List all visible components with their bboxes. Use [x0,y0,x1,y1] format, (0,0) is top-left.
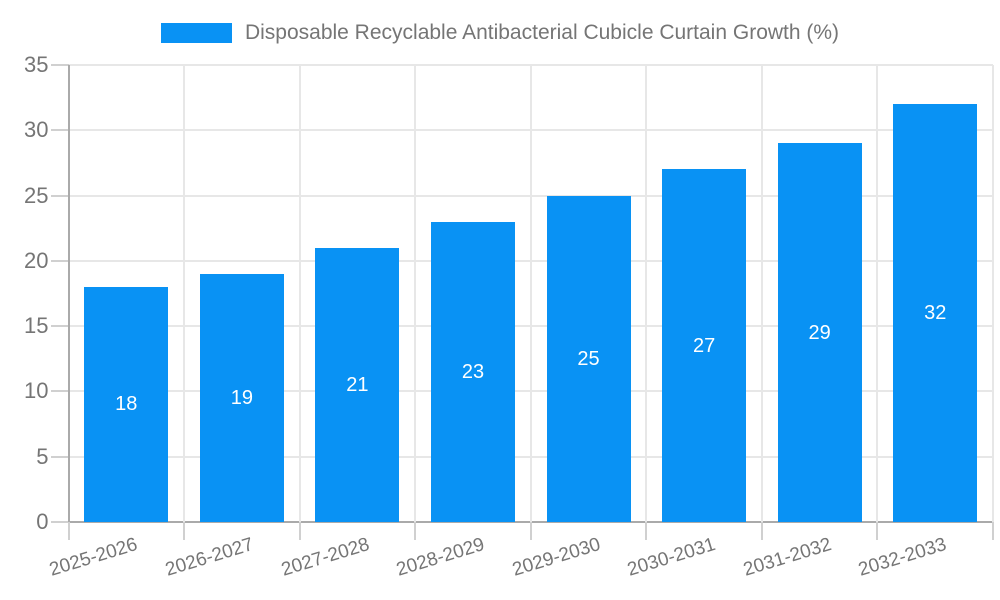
bar-value-label: 29 [808,321,831,344]
bar-value-label: 23 [461,360,485,383]
bar-value-label: 18 [115,393,138,416]
y-axis-line [67,65,70,522]
x-axis-tick-mark [298,522,301,540]
y-axis-tick-mark [50,455,69,458]
y-axis-tick-label: 25 [24,182,49,208]
x-axis-tick-label: 2030-2031 [625,534,719,581]
y-axis-tick-label: 15 [24,313,49,339]
bar-value-label: 19 [230,386,253,409]
bar[interactable] [546,195,631,522]
bar[interactable] [315,247,400,522]
x-axis-tick-label: 2031-2032 [740,534,834,581]
vertical-gridline [529,65,532,522]
y-axis-tick-label: 20 [24,247,49,273]
bar[interactable] [777,143,862,522]
bar[interactable] [199,273,284,522]
legend-series-label: Disposable Recyclable Antibacterial Cubi… [244,21,840,44]
x-axis-tick-mark [645,522,648,540]
x-axis-tick-label: 2025-2026 [47,534,141,581]
x-axis-tick-label: 2029-2030 [509,534,603,581]
x-axis-tick-mark [67,522,70,540]
bar-value-label: 25 [577,347,600,370]
chart-legend-item[interactable]: Disposable Recyclable Antibacterial Cubi… [0,14,1000,52]
x-axis-tick-mark [414,522,417,540]
vertical-gridline [183,65,186,522]
y-axis-tick-label: 5 [36,443,49,469]
vertical-gridline [298,65,301,522]
x-axis-tick-mark [760,522,763,540]
x-axis-tick-mark [529,522,532,540]
vertical-gridline [992,65,994,522]
legend-color-swatch [160,23,232,43]
y-axis-tick-mark [50,64,69,66]
bar[interactable] [430,221,515,522]
x-axis-tick-label: 2032-2033 [856,534,950,581]
y-axis-tick-label: 30 [24,117,49,143]
y-axis-tick-mark [50,390,69,393]
y-axis-tick-mark [50,325,69,328]
y-axis-tick-mark [50,129,69,132]
y-axis-tick-label: 0 [36,509,49,534]
y-axis-tick-mark [50,194,69,197]
vertical-gridline [876,65,879,522]
y-axis-tick-label: 10 [24,378,49,404]
y-axis-tick-mark [50,521,69,523]
y-axis-tick-label: 35 [24,52,49,77]
bar-value-label: 27 [692,334,716,357]
vertical-gridline [645,65,648,522]
vertical-gridline [760,65,763,522]
bar[interactable] [84,286,169,522]
x-axis-tick-label: 2026-2027 [162,534,256,581]
x-axis-tick-mark [876,522,879,540]
bar-value-label: 32 [924,302,947,325]
bar-value-label: 21 [346,373,369,396]
y-axis-tick-mark [50,259,69,262]
vertical-gridline [414,65,417,522]
x-axis-tick-label: 2027-2028 [278,534,372,581]
x-axis-tick-mark [183,522,186,540]
x-axis-tick-mark [992,522,994,540]
x-axis-tick-label: 2028-2029 [394,534,488,581]
bar[interactable] [893,104,978,522]
bar[interactable] [662,169,747,522]
